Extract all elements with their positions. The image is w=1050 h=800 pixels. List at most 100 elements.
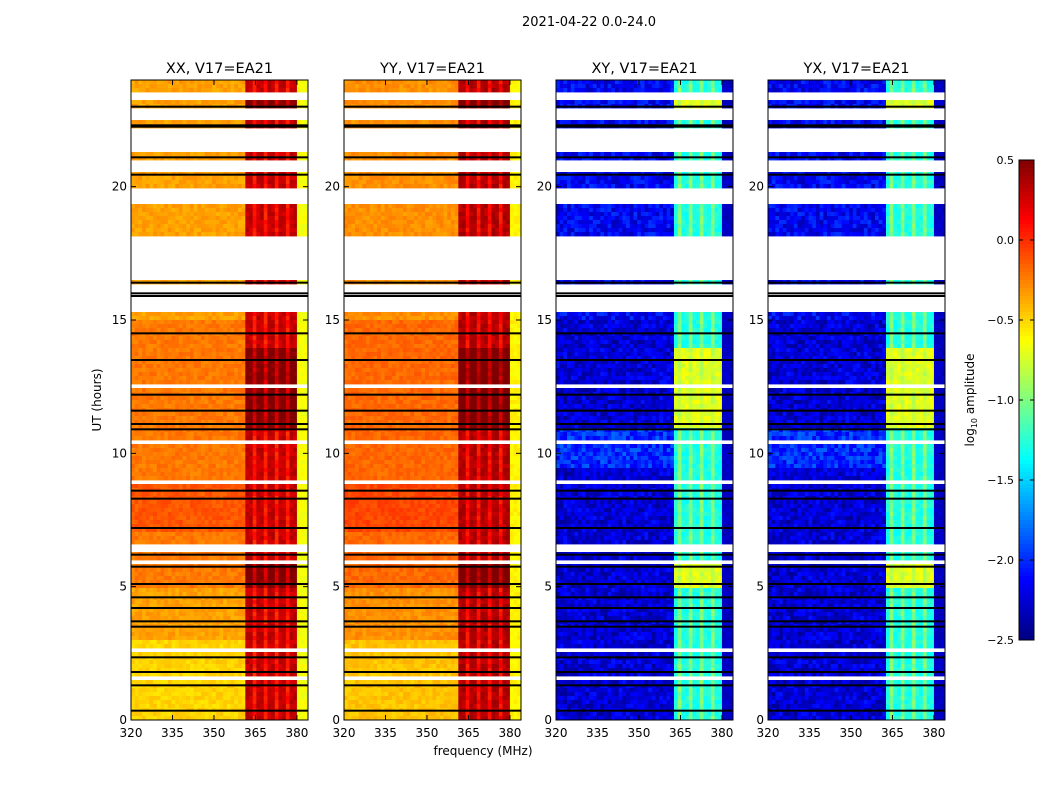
- heatmap-cell: [204, 316, 209, 321]
- heatmap-cell: [263, 356, 268, 361]
- heatmap-cell: [164, 420, 169, 425]
- heatmap-cell: [215, 580, 220, 585]
- heatmap-cell: [131, 368, 136, 373]
- heatmap-cell: [241, 628, 246, 633]
- heatmap-cell: [267, 604, 272, 609]
- heatmap-cell: [131, 460, 136, 465]
- heatmap-cell: [208, 524, 213, 529]
- heatmap-cell: [304, 400, 309, 405]
- heatmap-cell: [208, 436, 213, 441]
- heatmap-cell: [241, 368, 246, 373]
- heatmap-cell: [145, 516, 150, 521]
- heatmap-cell: [190, 592, 195, 597]
- heatmap-cell: [201, 532, 206, 537]
- heatmap-cell: [212, 404, 217, 409]
- heatmap-cell: [131, 516, 136, 521]
- heatmap-cell: [156, 336, 161, 341]
- heatmap-cell: [153, 616, 158, 621]
- heatmap-cell: [282, 100, 287, 105]
- heatmap-cell: [293, 444, 298, 449]
- heatmap-cell: [267, 380, 272, 385]
- heatmap-cell: [263, 316, 268, 321]
- heatmap-cell: [249, 520, 254, 525]
- heatmap-cell: [282, 420, 287, 425]
- heatmap-cell: [296, 352, 302, 357]
- heatmap-cell: [304, 528, 309, 533]
- heatmap-cell: [178, 336, 184, 341]
- heatmap-cell: [230, 336, 235, 341]
- heatmap-cell: [274, 524, 279, 529]
- heatmap-cell: [182, 180, 187, 185]
- heatmap-cell: [215, 336, 220, 341]
- heatmap-cell: [285, 484, 290, 489]
- heatmap-cell: [252, 228, 257, 233]
- heatmap-cell: [201, 420, 206, 425]
- heatmap-cell: [131, 616, 136, 621]
- heatmap-cell: [256, 204, 261, 209]
- heatmap-cell: [226, 220, 231, 225]
- heatmap-cell: [138, 476, 143, 481]
- heatmap-cell: [226, 204, 231, 209]
- heatmap-cell: [226, 520, 231, 525]
- heatmap-cell: [267, 364, 272, 369]
- heatmap-cell: [208, 636, 213, 641]
- heatmap-cell: [223, 356, 228, 361]
- heatmap-cell: [237, 344, 243, 349]
- heatmap-cell: [153, 176, 158, 181]
- heatmap-cell: [171, 604, 176, 609]
- heatmap-cell: [293, 324, 298, 329]
- heatmap-cell: [300, 80, 305, 85]
- heatmap-cell: [260, 352, 265, 357]
- heatmap-cell: [212, 532, 217, 537]
- heatmap-cell: [182, 220, 187, 225]
- heatmap-cell: [285, 468, 290, 473]
- heatmap-cell: [289, 364, 294, 369]
- heatmap-cell: [171, 100, 176, 105]
- heatmap-cell: [289, 180, 294, 185]
- heatmap-cell: [164, 568, 169, 573]
- heatmap-cell: [134, 224, 139, 229]
- heatmap-cell: [219, 472, 224, 477]
- heatmap-cell: [201, 180, 206, 185]
- heatmap-cell: [149, 512, 154, 517]
- heatmap-cell: [145, 572, 150, 577]
- heatmap-cell: [212, 224, 217, 229]
- heatmap-cell: [245, 380, 250, 385]
- heatmap-cell: [241, 352, 246, 357]
- heatmap-cell: [285, 220, 290, 225]
- heatmap-cell: [193, 492, 198, 497]
- heatmap-cell: [252, 512, 257, 517]
- heatmap-cell: [156, 652, 161, 657]
- heatmap-cell: [145, 324, 150, 329]
- heatmap-cell: [164, 532, 169, 537]
- heatmap-cell: [149, 604, 154, 609]
- heatmap-cell: [230, 180, 235, 185]
- heatmap-cell: [142, 416, 147, 421]
- heatmap-cell: [167, 412, 172, 417]
- heatmap-cell: [260, 216, 265, 221]
- heatmap-cell: [182, 632, 187, 637]
- heatmap-cell: [197, 532, 202, 537]
- heatmap-cell: [226, 492, 231, 497]
- heatmap-cell: [289, 640, 294, 645]
- heatmap-cell: [289, 484, 294, 489]
- heatmap-cell: [171, 184, 176, 189]
- heatmap-cell: [278, 220, 283, 225]
- heatmap-cell: [204, 212, 209, 217]
- heatmap-cell: [234, 208, 239, 213]
- heatmap-cell: [204, 120, 209, 125]
- heatmap-cell: [304, 476, 309, 481]
- heatmap-cell: [167, 508, 172, 513]
- heatmap-cell: [142, 204, 147, 209]
- heatmap-cell: [237, 472, 243, 477]
- heatmap-cell: [263, 512, 268, 517]
- heatmap-cell: [142, 584, 147, 589]
- heatmap-cell: [156, 524, 161, 529]
- heatmap-cell: [215, 484, 220, 489]
- heatmap-cell: [285, 84, 290, 89]
- heatmap-cell: [282, 520, 287, 525]
- heatmap-cell: [237, 412, 243, 417]
- heatmap-cell: [245, 376, 250, 381]
- heatmap-cell: [204, 380, 209, 385]
- heatmap-cell: [304, 640, 309, 645]
